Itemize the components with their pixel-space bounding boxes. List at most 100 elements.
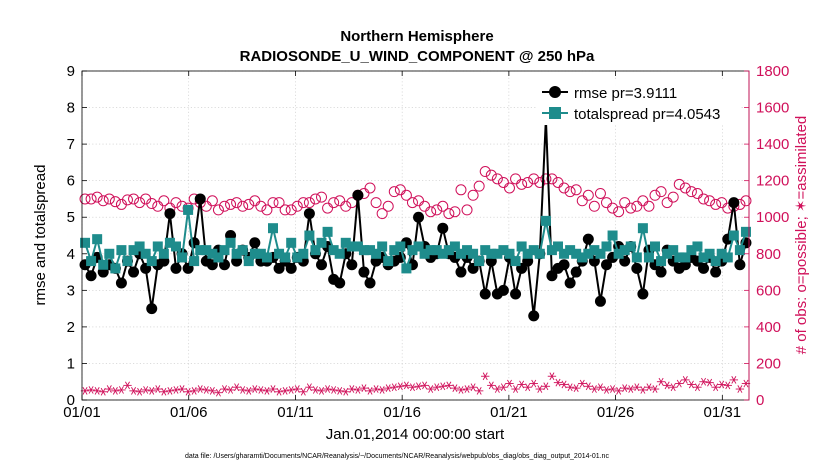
totalspread-point	[601, 241, 612, 252]
obs-assimilated-marker	[202, 386, 211, 394]
totalspread-point	[625, 241, 636, 252]
rmse-point	[558, 259, 570, 271]
totalspread-point	[134, 241, 145, 252]
y2-tick-label: 800	[756, 246, 781, 263]
obs-possible-marker	[588, 200, 600, 212]
obs-possible-marker	[267, 197, 279, 209]
obs-possible-marker	[540, 173, 552, 185]
obs-assimilated-marker	[523, 383, 532, 392]
y-tick-label: 1	[67, 355, 75, 372]
y2-tick-label: 1400	[756, 136, 789, 153]
totalspread-point	[328, 245, 339, 256]
totalspread-point	[86, 256, 97, 267]
obs-possible-marker	[564, 186, 576, 198]
totalspread-point	[650, 241, 661, 252]
totalspread-point	[170, 241, 181, 252]
obs-assimilated-marker	[662, 381, 672, 390]
totalspread-point	[425, 245, 436, 256]
totalspread-point	[656, 256, 667, 267]
totalspread-point	[80, 237, 91, 248]
totalspread-point	[237, 245, 248, 256]
totalspread-point	[189, 256, 200, 267]
obs-assimilated-marker	[632, 383, 642, 392]
obs-possible-marker	[309, 193, 321, 205]
rmse-point	[316, 259, 328, 271]
obs-assimilated-marker	[620, 384, 629, 392]
obs-possible-marker	[716, 197, 728, 209]
obs-assimilated-marker	[468, 383, 478, 392]
totalspread-point	[498, 245, 509, 256]
obs-possible-marker	[510, 173, 522, 185]
legend: rmse pr=3.9111 totalspread pr=4.0543	[536, 79, 741, 125]
rmse-point	[346, 259, 358, 271]
rmse-point	[413, 211, 425, 223]
obs-assimilated-marker	[323, 385, 332, 393]
obs-assimilated-marker	[280, 386, 290, 395]
obs-possible-marker	[431, 204, 443, 216]
totalspread-point	[668, 245, 679, 256]
totalspread-point	[401, 263, 412, 274]
y2-tick-label: 1600	[756, 100, 789, 117]
obs-possible-marker	[364, 182, 376, 194]
totalspread-point	[395, 241, 406, 252]
rmse-point	[273, 262, 285, 274]
obs-possible-marker	[673, 178, 685, 190]
totalspread-point	[692, 241, 703, 252]
obs-assimilated-marker	[675, 379, 684, 388]
obs-assimilated-marker	[565, 383, 575, 392]
obs-possible-marker	[146, 198, 158, 210]
obs-assimilated-marker	[262, 386, 272, 395]
rmse-point	[303, 208, 315, 220]
totalspread-point	[546, 245, 557, 256]
obs-possible-marker	[643, 200, 655, 212]
obs-possible-marker	[625, 202, 637, 214]
obs-assimilated-marker	[159, 387, 169, 396]
obs-possible-marker	[340, 200, 352, 212]
obs-assimilated-marker	[353, 386, 363, 394]
obs-assimilated-marker	[105, 385, 114, 393]
rmse-point	[479, 288, 491, 300]
obs-assimilated-marker	[384, 384, 393, 392]
totalspread-point	[443, 245, 454, 256]
totalspread-point	[104, 248, 115, 259]
totalspread-point	[716, 248, 727, 259]
obs-assimilated-marker	[687, 380, 696, 389]
obs-assimilated-marker	[305, 383, 314, 392]
totalspread-point	[116, 245, 127, 256]
rmse-point	[698, 262, 710, 274]
obs-possible-marker	[528, 173, 540, 185]
obs-possible-marker	[279, 204, 291, 216]
obs-possible-marker	[637, 195, 649, 207]
totalspread-point	[468, 248, 479, 259]
obs-possible-marker	[237, 200, 249, 212]
totalspread-point	[140, 248, 151, 259]
obs-assimilated-marker	[274, 387, 284, 396]
obs-possible-marker	[601, 197, 613, 209]
obs-possible-marker	[655, 186, 667, 198]
y2-tick-label: 600	[756, 282, 781, 299]
obs-assimilated-marker	[189, 386, 199, 395]
obs-assimilated-marker	[481, 372, 490, 381]
obs-assimilated-marker	[717, 380, 726, 389]
totalspread-point	[158, 248, 169, 259]
obs-possible-marker	[394, 184, 406, 196]
totalspread-point	[637, 223, 648, 234]
obs-assimilated-marker	[311, 386, 320, 394]
obs-assimilated-marker	[286, 386, 296, 394]
y2-axis-label: # of obs: o=possible; ✶=assimilated	[793, 116, 810, 355]
obs-assimilated-marker	[438, 382, 447, 391]
y-axis-label: rmse and totalspread	[32, 165, 49, 306]
x-tick-label: 01/11	[277, 404, 313, 421]
obs-possible-marker	[158, 195, 170, 207]
obs-assimilated-marker	[256, 386, 266, 394]
totalspread-point	[474, 256, 485, 267]
obs-possible-marker	[437, 200, 449, 212]
obs-assimilated-marker	[317, 386, 326, 395]
obs-assimilated-marker	[147, 386, 156, 395]
obs-assimilated-marker	[644, 383, 654, 392]
obs-assimilated-marker	[226, 386, 235, 394]
obs-possible-marker	[316, 191, 328, 203]
obs-possible-marker	[461, 204, 473, 216]
obs-assimilated-marker	[183, 387, 193, 396]
totalspread-point	[243, 256, 254, 267]
